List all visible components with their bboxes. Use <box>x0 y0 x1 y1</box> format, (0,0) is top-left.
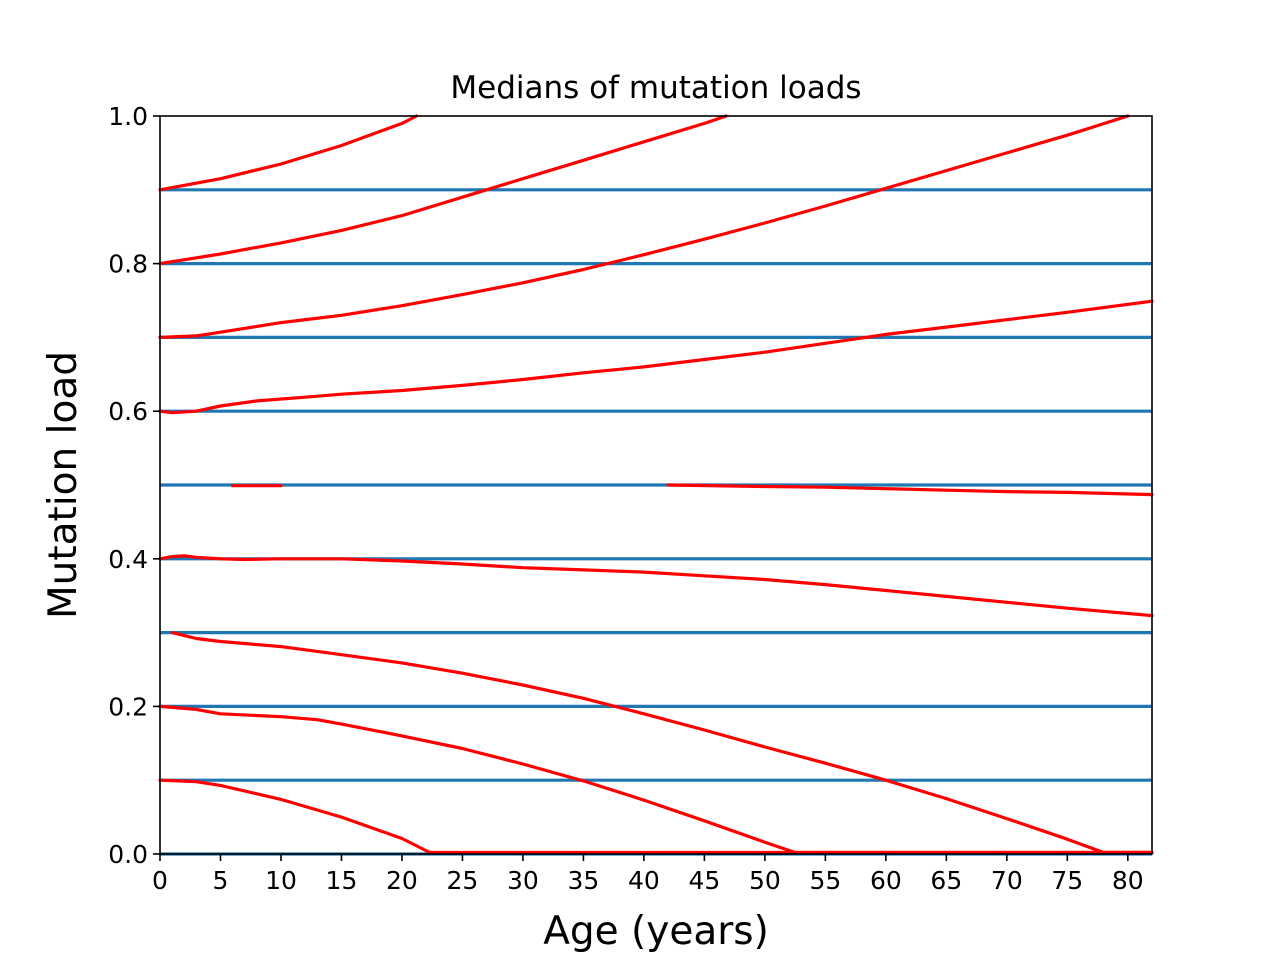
x-tick-label: 10 <box>265 866 297 895</box>
y-tick-label: 0.6 <box>108 397 148 426</box>
y-tick-label: 0.2 <box>108 692 148 721</box>
x-tick-label: 15 <box>326 866 358 895</box>
x-tick-label: 65 <box>930 866 962 895</box>
series-line-6 <box>666 483 1154 497</box>
series-line-2 <box>158 114 728 266</box>
y-axis-ticks: 0.0 0.2 0.4 0.6 0.8 1.0 <box>108 102 160 869</box>
y-tick-label: 1.0 <box>108 102 148 131</box>
series-line-10 <box>158 778 1154 855</box>
x-tick-label: 70 <box>991 866 1023 895</box>
series-lines <box>158 114 1154 855</box>
x-tick-label: 5 <box>213 866 229 895</box>
x-axis-label: Age (years) <box>543 909 769 954</box>
x-tick-label: 60 <box>870 866 902 895</box>
series-line-1 <box>158 114 419 192</box>
x-tick-label: 30 <box>507 866 539 895</box>
x-axis-ticks: 0 5 10 15 20 25 30 35 40 45 50 55 60 65 70 75 80 <box>152 854 1144 895</box>
x-tick-label: 25 <box>447 866 479 895</box>
x-tick-label: 55 <box>809 866 841 895</box>
series-line-4 <box>158 299 1154 415</box>
plot-frame <box>159 115 1153 855</box>
series-line-7 <box>158 554 1154 618</box>
x-tick-label: 35 <box>568 866 600 895</box>
series-line-8 <box>170 630 1154 855</box>
x-tick-label: 0 <box>152 866 168 895</box>
chart-title: Medians of mutation loads <box>450 70 861 106</box>
x-tick-label: 40 <box>628 866 660 895</box>
x-tick-label: 45 <box>688 866 720 895</box>
y-tick-label: 0.0 <box>108 840 148 869</box>
x-tick-label: 20 <box>386 866 418 895</box>
x-tick-label: 75 <box>1051 866 1083 895</box>
y-axis-label: Mutation load <box>41 351 86 619</box>
x-tick-label: 50 <box>749 866 781 895</box>
reference-lines <box>160 188 1152 856</box>
series-line-3 <box>158 114 1130 339</box>
y-tick-label: 0.4 <box>108 545 148 574</box>
x-tick-label: 80 <box>1112 866 1144 895</box>
y-tick-label: 0.8 <box>108 250 148 279</box>
